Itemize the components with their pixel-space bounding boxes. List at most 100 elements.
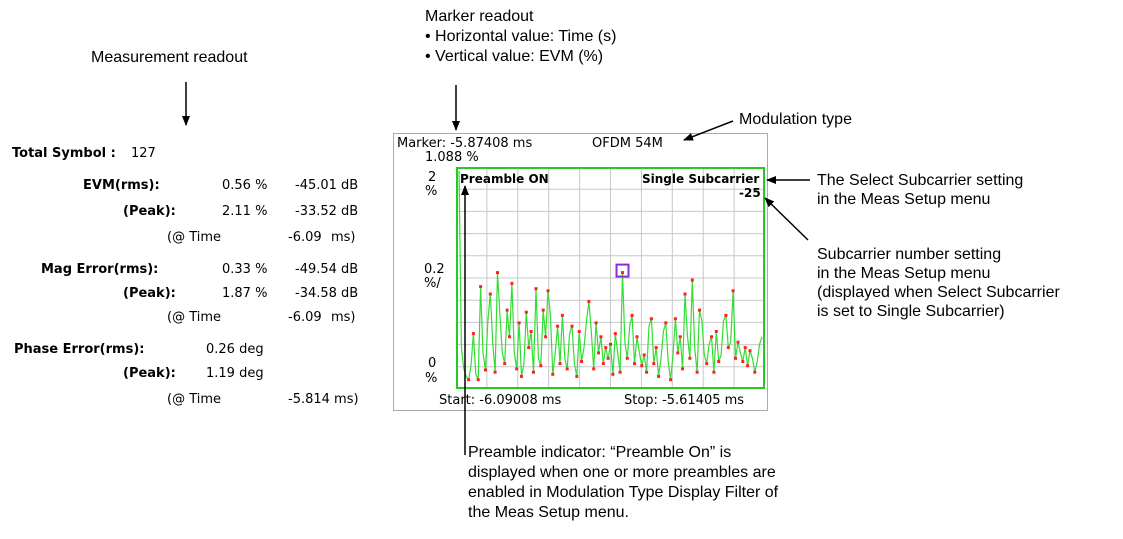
evm-point xyxy=(604,346,608,350)
subcarrier-number-annotation-line2: in the Meas Setup menu xyxy=(817,265,991,282)
mag-error-rms-percent: 0.33 % xyxy=(222,262,268,277)
evm-peak-db: -33.52 dB xyxy=(295,204,359,219)
y-axis-top-unit: % xyxy=(425,184,438,199)
evm-point xyxy=(505,308,509,312)
evm-point xyxy=(635,335,639,339)
subcarrier-number-annotation-line1: Subcarrier number setting xyxy=(817,246,1002,263)
y-axis-mid-unit: %/ xyxy=(424,276,441,291)
evm-point xyxy=(601,362,605,366)
total-symbol-label: Total Symbol : xyxy=(12,146,116,161)
evm-point xyxy=(618,370,622,374)
evm-point xyxy=(493,370,497,374)
evm-point xyxy=(676,351,680,355)
evm-point xyxy=(695,370,699,374)
marker-box xyxy=(615,263,630,278)
phase-error-time-label: (@ Time xyxy=(167,392,222,407)
evm-point xyxy=(611,372,615,376)
evm-point xyxy=(527,346,531,350)
evm-point xyxy=(496,271,499,275)
evm-point xyxy=(654,346,658,350)
evm-point xyxy=(642,353,646,357)
subcarrier-number-indicator: -25 xyxy=(739,186,761,200)
marker-readout-annotation-title: Marker readout xyxy=(425,8,534,25)
evm-point xyxy=(508,335,511,339)
evm-point xyxy=(510,281,514,285)
subcarrier-number-annotation-line3: (displayed when Select Subcarrier xyxy=(817,284,1060,301)
modulation-type-readout: OFDM 54M xyxy=(592,136,663,151)
evm-point xyxy=(560,313,564,317)
evm-point xyxy=(575,374,579,378)
evm-point xyxy=(524,310,528,314)
mag-error-time-value: -6.09 xyxy=(288,310,322,325)
evm-points xyxy=(467,271,757,382)
y-axis-bottom-value: 0 xyxy=(428,356,437,371)
marker-time-readout: Marker: -5.87408 ms xyxy=(397,136,533,151)
evm-point xyxy=(734,356,737,360)
evm-point xyxy=(621,271,624,275)
evm-point xyxy=(488,292,492,296)
evm-point xyxy=(529,330,533,333)
evm-point xyxy=(753,370,757,374)
measurement-readout-annotation: Measurement readout xyxy=(91,49,248,66)
stop-time-readout: Stop: -5.61405 ms xyxy=(624,393,745,408)
modulation-type-annotation: Modulation type xyxy=(739,111,852,128)
evm-point xyxy=(736,340,740,344)
evm-point xyxy=(613,332,617,336)
evm-point xyxy=(546,289,550,293)
evm-point xyxy=(484,368,487,372)
evm-point xyxy=(748,349,752,353)
evm-point xyxy=(532,370,535,374)
phase-error-time-value: -5.814 ms) xyxy=(288,392,359,407)
evm-point xyxy=(556,324,560,328)
evm-point xyxy=(633,362,636,366)
evm-point xyxy=(678,335,682,339)
phase-error-rms-label: Phase Error(rms): xyxy=(14,342,145,357)
mag-error-rms-db: -49.54 dB xyxy=(295,262,359,277)
phase-error-peak-label: (Peak): xyxy=(123,366,176,381)
evm-point xyxy=(587,300,591,303)
evm-point xyxy=(565,367,569,371)
mag-error-peak-percent: 1.87 % xyxy=(222,286,268,301)
mag-error-peak-db: -34.58 dB xyxy=(295,286,359,301)
evm-point xyxy=(599,335,603,339)
subcarrier-number-arrow xyxy=(764,197,809,241)
evm-point xyxy=(652,362,656,366)
modulation-type-arrow xyxy=(683,120,734,141)
mag-error-time-label: (@ Time xyxy=(167,310,222,325)
evm-point xyxy=(606,356,610,360)
evm-time-value: -6.09 xyxy=(288,230,322,245)
y-axis-mid-value: 0.2 xyxy=(424,262,445,277)
evm-point xyxy=(534,287,538,291)
mag-error-peak-label: (Peak): xyxy=(123,286,176,301)
evm-point xyxy=(673,317,677,321)
evm-point xyxy=(717,360,721,363)
evm-point xyxy=(594,321,598,325)
evm-point xyxy=(467,378,471,382)
evm-point xyxy=(690,278,694,282)
evm-point xyxy=(710,335,713,339)
marker-readout-annotation-vertical: • Vertical value: EVM (%) xyxy=(425,48,604,65)
mag-error-rms-label: Mag Error(rms): xyxy=(41,262,159,277)
evm-point xyxy=(743,346,747,350)
evm-point xyxy=(681,367,685,371)
evm-rms-percent: 0.56 % xyxy=(222,178,268,193)
plot-frame xyxy=(456,167,765,389)
total-symbol-value: 127 xyxy=(131,146,156,161)
evm-point xyxy=(503,362,507,366)
select-subcarrier-annotation-line2: in the Meas Setup menu xyxy=(817,191,991,208)
evm-point xyxy=(577,330,581,333)
mag-error-time-unit: ms) xyxy=(331,310,356,325)
evm-vs-time-plot xyxy=(456,167,765,389)
evm-point xyxy=(520,374,523,378)
phase-error-rms-value: 0.26 deg xyxy=(206,342,264,357)
evm-point xyxy=(580,360,584,363)
select-subcarrier-indicator: Single Subcarrier xyxy=(642,172,760,186)
evm-point xyxy=(476,378,480,382)
evm-point xyxy=(544,335,548,339)
evm-point xyxy=(539,364,543,368)
evm-time-label: (@ Time xyxy=(167,230,222,245)
evm-point xyxy=(570,324,574,328)
evm-point xyxy=(558,362,562,366)
evm-peak-label: (Peak): xyxy=(123,204,176,219)
y-axis-top-value: 2 xyxy=(428,170,437,185)
